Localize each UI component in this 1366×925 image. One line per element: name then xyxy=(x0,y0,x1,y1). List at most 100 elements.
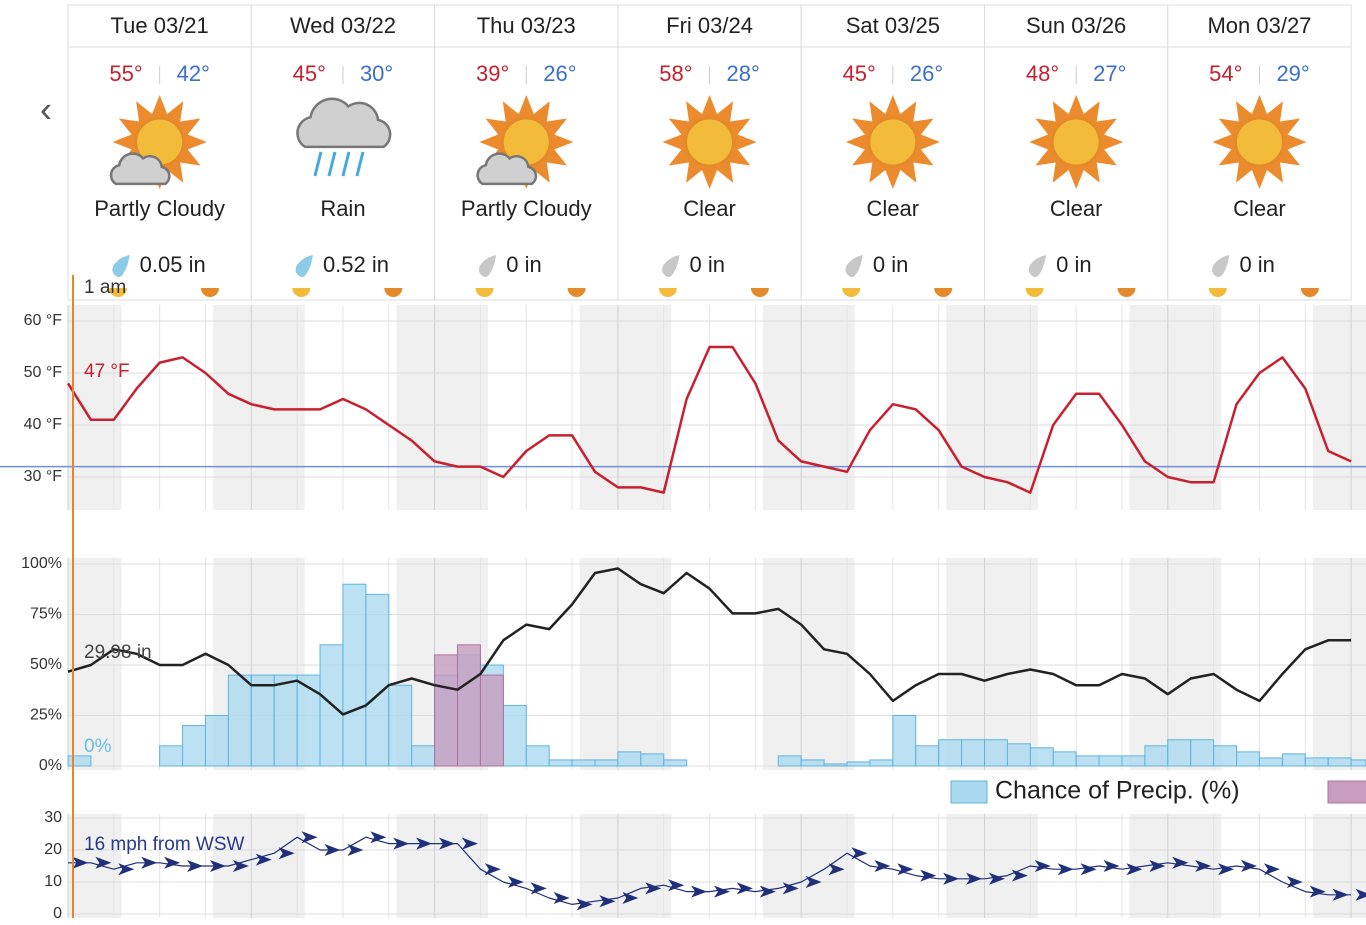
sun-marker xyxy=(109,288,127,297)
sun-marker xyxy=(658,288,677,297)
night-shade xyxy=(763,814,855,918)
y-tick-label: 30 °F xyxy=(24,468,63,485)
y-tick-label: 30 xyxy=(44,809,62,826)
precip-step xyxy=(938,739,963,767)
precip-step xyxy=(204,715,229,767)
low-temp: 26° xyxy=(543,61,576,86)
cloud xyxy=(296,97,392,149)
precip-step xyxy=(617,751,642,767)
wind-arrow xyxy=(118,863,135,876)
wind-arrow xyxy=(668,879,685,892)
wind-arrow xyxy=(828,863,845,876)
precip-step xyxy=(571,759,596,767)
wind-arrow xyxy=(805,876,822,888)
day-label: Tue 03/21 xyxy=(111,13,209,38)
wind-arrow xyxy=(691,885,708,898)
condition: Clear xyxy=(683,196,736,221)
wind-arrow xyxy=(439,837,456,850)
precip-step xyxy=(250,674,275,767)
high-temp: 45° xyxy=(843,61,876,86)
current-label: 16 mph from WSW xyxy=(84,834,245,855)
sun-marker xyxy=(934,288,953,297)
precip-amount: 0 in xyxy=(1239,252,1274,277)
night-shade xyxy=(579,305,672,510)
precip-step xyxy=(1075,755,1100,767)
wind-arrow xyxy=(1286,876,1303,888)
high-temp: 58° xyxy=(659,61,692,86)
night-shade xyxy=(396,814,489,918)
night-shade xyxy=(946,558,1038,770)
wind-arrow xyxy=(645,882,662,895)
wind-arrow xyxy=(72,856,89,869)
wind-arrow xyxy=(255,853,272,866)
wind-arrow xyxy=(874,860,891,872)
night-shade xyxy=(946,814,1038,918)
legend-swatch xyxy=(950,780,988,804)
low-temp: 29° xyxy=(1276,61,1309,86)
precip-step xyxy=(823,763,848,767)
high-temp: 48° xyxy=(1026,61,1059,86)
precip-amount: 0.05 in xyxy=(140,252,206,277)
wind-arrow xyxy=(943,872,960,885)
sun-marker xyxy=(201,288,219,297)
precip-amount: 0 in xyxy=(1056,252,1091,277)
precip-step xyxy=(342,583,367,767)
precip-step xyxy=(594,759,619,767)
precip-step xyxy=(1258,757,1283,767)
wind-arrow xyxy=(393,837,410,850)
sun-marker xyxy=(475,288,494,297)
wind-arrow xyxy=(553,892,570,904)
wind-arrow xyxy=(782,882,799,895)
night-shade xyxy=(1312,814,1366,918)
drop-icon xyxy=(845,255,863,278)
wind-arrow xyxy=(988,872,1005,885)
night-shade xyxy=(1129,558,1222,770)
condition: Clear xyxy=(867,196,920,221)
sun-marker xyxy=(292,288,311,297)
time-label: 1 am xyxy=(84,277,126,298)
wind-arrow xyxy=(599,895,616,908)
y-tick-label: 40 °F xyxy=(24,416,63,433)
current-label: 29.98 in xyxy=(84,642,152,663)
precip-step xyxy=(182,725,206,767)
night-shade xyxy=(763,305,855,510)
legend-label: Chance of Precip. (%) xyxy=(995,777,1240,805)
sun-disc xyxy=(1233,116,1285,168)
wind-arrow xyxy=(164,856,181,869)
drop-icon xyxy=(295,255,313,278)
y-tick-label: 50 °F xyxy=(24,364,63,381)
night-shade xyxy=(1312,558,1366,770)
low-temp: 42° xyxy=(177,61,210,86)
wind-arrow xyxy=(966,872,983,885)
wind-arrow xyxy=(347,844,364,856)
wind-arrow xyxy=(759,885,776,898)
night-shade xyxy=(946,305,1038,510)
precip-step xyxy=(434,654,459,767)
sun-marker xyxy=(1300,288,1319,297)
wind-arrow xyxy=(1240,860,1257,872)
precip-step xyxy=(1052,751,1077,767)
wind-arrow xyxy=(622,892,639,904)
condition: Partly Cloudy xyxy=(461,196,592,221)
wind-arrow xyxy=(1011,869,1028,882)
y-tick-label: 50% xyxy=(30,656,62,673)
high-temp: 39° xyxy=(476,61,509,86)
y-tick-label: 0 xyxy=(53,905,62,922)
drop-icon xyxy=(1212,255,1230,278)
drop-icon xyxy=(1028,255,1047,278)
weather-icon xyxy=(476,95,574,189)
cloud xyxy=(109,152,171,186)
wind-arrow xyxy=(736,882,753,895)
sun-marker xyxy=(384,288,403,297)
night-shade xyxy=(1312,305,1366,510)
low-temp: 26° xyxy=(910,61,943,86)
day-label: Thu 03/23 xyxy=(477,13,576,38)
prev-button[interactable]: ‹ xyxy=(40,89,52,130)
wind-arrow xyxy=(1355,888,1366,901)
wind-arrow xyxy=(897,863,914,876)
legend-swatch xyxy=(1327,780,1366,804)
wind-arrow xyxy=(187,860,204,872)
precip-step xyxy=(1327,757,1352,767)
precip-step xyxy=(1350,759,1366,767)
